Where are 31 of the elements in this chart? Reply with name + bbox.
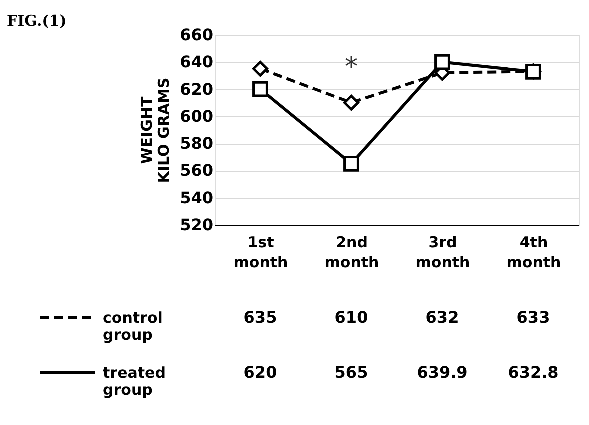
x-tick-label: 2nd month [324, 234, 380, 272]
point [434, 54, 450, 70]
annotation: * [345, 52, 358, 82]
point [344, 94, 360, 111]
y-tick-label: 540 [180, 188, 214, 208]
x-tick-label: 4th month [506, 234, 562, 272]
data-label: 635 [244, 308, 278, 327]
data-label: 620 [244, 363, 278, 382]
y-tick-label: 580 [180, 134, 214, 154]
point [252, 81, 268, 98]
x-tick-label: 3rd month [416, 234, 470, 272]
data-label: 632.8 [508, 363, 559, 382]
text: FIG.(1) [7, 12, 67, 30]
x-tick-label: 1st month [234, 234, 288, 272]
point [344, 156, 360, 172]
data-label: 633 [516, 308, 550, 327]
point [252, 60, 268, 77]
y-tick-label: 620 [180, 80, 214, 99]
y-tick-label: 600 [180, 106, 214, 126]
legend-label: control group [103, 309, 163, 344]
data-label: 639.9 [417, 363, 468, 382]
point [526, 64, 542, 80]
legend-label: treated group [103, 364, 166, 399]
y-tick-label: 560 [180, 161, 214, 180]
data-label: 632 [426, 308, 460, 327]
y-tick-label: 660 [180, 26, 214, 44]
data-label: 565 [334, 363, 368, 382]
y-tick-label: 640 [180, 52, 214, 72]
y-axis-title: WEIGHT KILO GRAMS [138, 78, 174, 184]
data-label: 610 [334, 308, 368, 327]
y-tick-label: 520 [180, 216, 214, 234]
